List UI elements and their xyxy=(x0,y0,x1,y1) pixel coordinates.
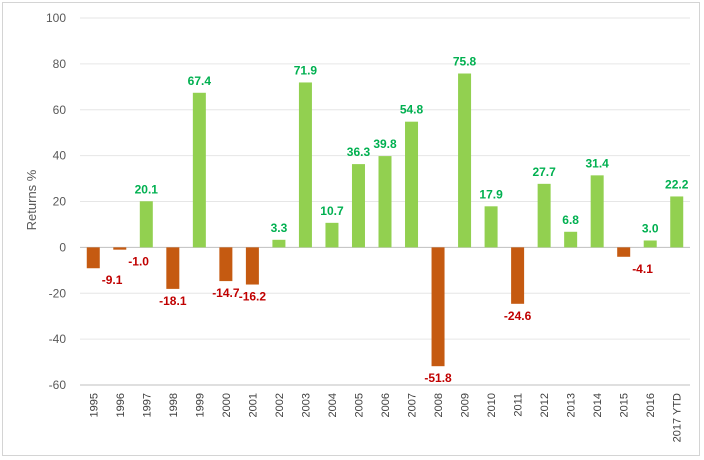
bar-2017-ytd xyxy=(670,196,684,248)
bar-2008 xyxy=(431,247,445,367)
y-tick-label: -40 xyxy=(49,332,67,346)
x-category-label: 2016 xyxy=(645,393,657,417)
bar-2004 xyxy=(325,222,339,248)
x-category-label: 2006 xyxy=(380,393,392,417)
bar-2002 xyxy=(272,239,286,248)
value-label: -14.7 xyxy=(212,286,240,300)
y-tick-label: 20 xyxy=(53,195,67,209)
value-label: 67.4 xyxy=(188,74,212,88)
bar-2012 xyxy=(537,183,551,248)
value-label: -1.0 xyxy=(128,255,149,269)
x-category-label: 2007 xyxy=(407,393,419,417)
axes: -60 -40 -20 0 20 40 60 80 100 1995 1996 1997 1998 199… xyxy=(46,11,690,442)
bar-1995 xyxy=(86,247,100,269)
x-category-label: 2014 xyxy=(592,393,604,417)
x-category-label: 2000 xyxy=(221,393,233,417)
value-label: -9.1 xyxy=(102,273,123,287)
bar-2011 xyxy=(511,247,525,304)
value-label: 75.8 xyxy=(453,55,477,69)
bar-2001 xyxy=(245,247,259,285)
bar-2000 xyxy=(219,247,233,282)
value-label: 3.3 xyxy=(271,221,288,235)
x-category-label: 2009 xyxy=(460,393,472,417)
x-category-label: 2005 xyxy=(353,393,365,417)
bars xyxy=(86,73,684,367)
value-label: 54.8 xyxy=(400,103,424,117)
value-label: 71.9 xyxy=(294,63,318,77)
x-category-label: 2013 xyxy=(566,393,578,417)
bar-2003 xyxy=(298,82,312,248)
x-category-label: 2001 xyxy=(247,393,259,417)
bar-2009 xyxy=(458,73,472,248)
y-tick-label: 40 xyxy=(53,149,67,163)
value-label: 27.7 xyxy=(532,165,556,179)
x-category-label: 2002 xyxy=(274,393,286,417)
value-label: 20.1 xyxy=(135,182,159,196)
chart-frame xyxy=(2,2,700,456)
x-category-label: 2003 xyxy=(300,393,312,417)
x-category-label: 1997 xyxy=(141,393,153,417)
value-label: 3.0 xyxy=(642,221,659,235)
bar-2016 xyxy=(643,240,657,248)
value-label: 6.8 xyxy=(562,213,579,227)
value-label: 39.8 xyxy=(373,137,397,151)
bar-1998 xyxy=(166,247,180,289)
value-label: 36.3 xyxy=(347,145,371,159)
data-labels: -9.1 -1.0 20.1 -18.1 67.4 -14.7 -16.2 3.3 71.9 10… xyxy=(102,55,689,386)
y-tick-label: 80 xyxy=(53,57,67,71)
y-axis-title: Returns % xyxy=(24,169,39,230)
y-tick-label: -20 xyxy=(49,286,67,300)
y-tick-label: -60 xyxy=(49,378,67,392)
bar-2005 xyxy=(351,164,365,248)
bar-2015 xyxy=(617,247,631,257)
y-tick-label: 0 xyxy=(59,240,66,254)
bar-2013 xyxy=(564,231,578,248)
bar-2006 xyxy=(378,156,392,248)
y-tick-label: 100 xyxy=(46,11,66,25)
x-category-label: 2012 xyxy=(539,393,551,417)
x-category-label: 2015 xyxy=(619,393,631,417)
x-category-label: 2004 xyxy=(327,393,339,417)
x-category-label: 1995 xyxy=(88,393,100,417)
value-label: 17.9 xyxy=(479,187,503,201)
x-category-label: 1998 xyxy=(168,393,180,417)
value-label: -51.8 xyxy=(424,371,452,385)
value-label: 31.4 xyxy=(585,156,609,170)
x-category-label: 2008 xyxy=(433,393,445,417)
bar-1999 xyxy=(192,92,206,248)
y-tick-label: 60 xyxy=(53,103,67,117)
x-category-label: 2011 xyxy=(513,393,525,417)
bar-1996 xyxy=(113,247,127,250)
bar-2007 xyxy=(405,121,419,248)
value-label: -16.2 xyxy=(239,290,267,304)
value-label: -4.1 xyxy=(632,262,653,276)
x-category-label: 1996 xyxy=(115,393,127,417)
x-category-label: 1999 xyxy=(194,393,206,417)
value-label: -18.1 xyxy=(159,294,187,308)
x-category-label: 2010 xyxy=(486,393,498,417)
value-label: 22.2 xyxy=(665,177,689,191)
x-category-label: 2017 YTD xyxy=(672,393,684,442)
bar-1997 xyxy=(139,201,153,248)
bar-2010 xyxy=(484,206,498,248)
value-label: 10.7 xyxy=(320,204,344,218)
bar-2014 xyxy=(590,175,604,248)
value-label: -24.6 xyxy=(504,309,532,323)
